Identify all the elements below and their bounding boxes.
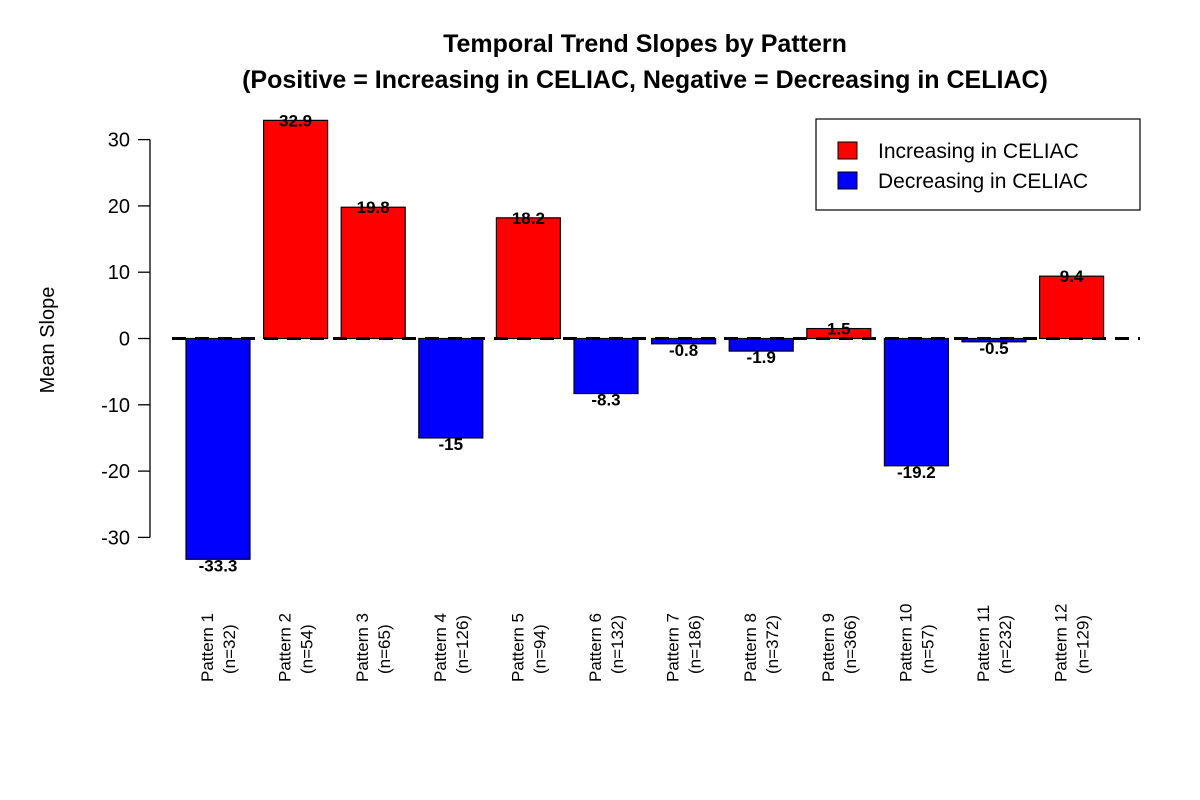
category-label-pattern-2: Pattern 2 (n=54) [276, 613, 317, 682]
category-label-pattern-4: Pattern 4 (n=126) [431, 613, 472, 682]
category-label-pattern-8: Pattern 8 (n=372) [741, 613, 782, 682]
y-axis-label: Mean Slope [37, 287, 59, 394]
category-count: (n=132) [608, 615, 627, 674]
chart-title-line-1: Temporal Trend Slopes by Pattern [443, 30, 847, 58]
category-label-pattern-6: Pattern 6 (n=132) [586, 613, 627, 682]
category-count: (n=372) [763, 615, 782, 674]
category-label-pattern-9: Pattern 9 (n=366) [819, 613, 860, 682]
y-tick-label: -10 [101, 395, 130, 417]
value-label-pattern-10: -19.2 [897, 463, 936, 482]
y-axis: -30 -20 -10 0 10 20 30 [101, 130, 151, 549]
category-name: Pattern 9 [819, 613, 838, 682]
category-label-pattern-12: Pattern 12 (n=129) [1052, 604, 1093, 682]
y-tick-label: 20 [108, 196, 130, 218]
value-label-pattern-8: -1.9 [747, 348, 776, 367]
bar-pattern-8 [728, 337, 794, 352]
category-name: Pattern 3 [353, 613, 372, 682]
y-tick-label: 30 [108, 130, 130, 152]
value-label-pattern-7: -0.8 [669, 341, 698, 360]
legend: Increasing in CELIAC Decreasing in CELIAC [815, 118, 1141, 211]
category-name: Pattern 4 [431, 613, 450, 682]
value-label-pattern-6: -8.3 [591, 391, 620, 410]
value-label-pattern-9: 1.5 [827, 320, 851, 339]
category-label-pattern-3: Pattern 3 (n=65) [353, 613, 394, 682]
category-count: (n=366) [841, 615, 860, 674]
legend-label-2: Decreasing in CELIAC [878, 170, 1088, 193]
category-count: (n=129) [1074, 615, 1093, 674]
category-name: Pattern 1 [198, 613, 217, 682]
category-labels-group: Pattern 1 (n=32) Pattern 2 (n=54) Pattern 3(… [198, 604, 1093, 682]
bar-pattern-1 [185, 337, 251, 560]
category-count: (n=54) [298, 624, 317, 674]
category-label-pattern-5: Pattern 5 (n=94) [508, 613, 549, 682]
legend-swatch-1 [837, 141, 858, 160]
category-name: Pattern 6 [586, 613, 605, 682]
chart-title-line-2: (Positive = Increasing in CELIAC, Negati… [242, 66, 1048, 94]
legend-label-1: Increasing in CELIAC [878, 140, 1079, 163]
bar-pattern-11 [961, 337, 1027, 343]
category-name: Pattern 5 [508, 613, 527, 682]
category-count: (n=32) [220, 624, 239, 674]
bars-group [185, 119, 1105, 560]
y-tick-label: 0 [119, 329, 130, 351]
bar-pattern-3 [340, 206, 406, 340]
bar-pattern-9 [806, 327, 872, 340]
category-name: Pattern 7 [664, 613, 683, 682]
value-label-pattern-3: 19.8 [357, 198, 390, 217]
value-labels-group: -33.3 32.9 19.8 -15 18.2 -8.3 -0.8 -1.9 1.5 -19.2… [199, 111, 1084, 575]
value-label-pattern-5: 18.2 [512, 209, 545, 228]
category-count: (n=57) [918, 624, 937, 674]
bar-pattern-4 [418, 337, 484, 439]
category-name: Pattern 10 [896, 604, 915, 682]
value-label-pattern-4: -15 [439, 435, 464, 454]
category-count: (n=232) [996, 615, 1015, 674]
bar-pattern-2 [263, 119, 329, 340]
value-label-pattern-11: -0.5 [979, 339, 1008, 358]
category-name: Pattern 8 [741, 613, 760, 682]
y-tick-label: -20 [101, 461, 130, 483]
value-label-pattern-1: -33.3 [199, 556, 238, 575]
legend-swatch-2 [837, 171, 858, 190]
y-tick-label: -30 [101, 527, 130, 549]
value-label-pattern-2: 32.9 [279, 111, 312, 130]
category-label-pattern-10: Pattern 10 (n=57) [896, 604, 937, 682]
bar-pattern-5 [495, 217, 561, 340]
bar-pattern-10 [883, 337, 950, 467]
category-name: Pattern 12 [1052, 604, 1071, 682]
category-count: (n=126) [453, 615, 472, 674]
category-label-pattern-11: Pattern 11 (n=232) [974, 605, 1015, 682]
category-label-pattern-7: Pattern 7 (n=186) [664, 613, 705, 682]
category-name: Pattern 11 [974, 605, 993, 682]
y-tick-label: 10 [108, 262, 130, 284]
value-label-pattern-12: 9.4 [1060, 267, 1084, 286]
category-name: Pattern 2 [276, 613, 295, 682]
category-count: (n=186) [686, 615, 705, 674]
category-count: (n=94) [530, 624, 549, 674]
legend-box [815, 118, 1141, 211]
category-count: (n=65) [375, 624, 394, 674]
bar-pattern-6 [573, 337, 639, 395]
category-label-pattern-1: Pattern 1 (n=32) [198, 613, 239, 682]
